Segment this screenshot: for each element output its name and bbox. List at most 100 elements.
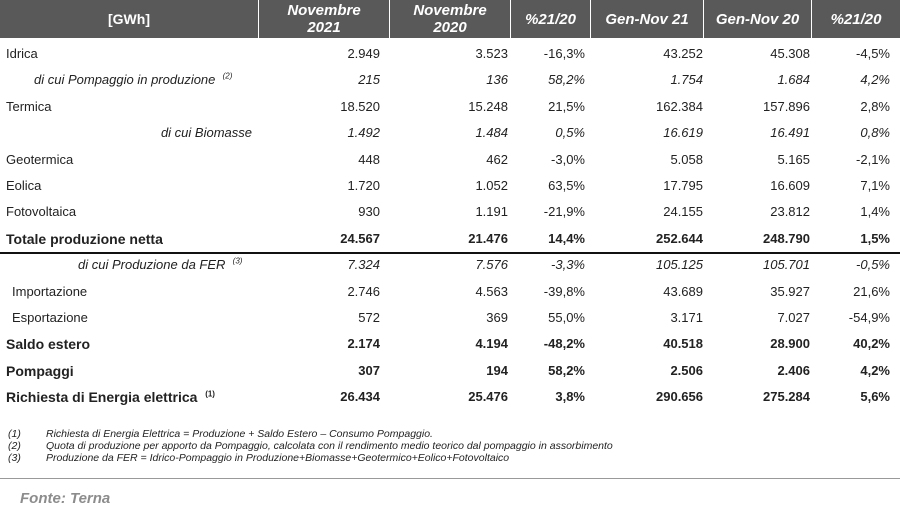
row-label-text: di cui Pompaggio in produzione [34, 72, 216, 88]
cell-pct2: 2,8% [860, 98, 890, 114]
cell-pct1: 58,2% [548, 72, 585, 88]
cell-nov21: 7.324 [347, 257, 380, 273]
table-row: Fotovoltaica 930 1.191 -21,9% 24.155 23.812 1,… [0, 199, 900, 225]
table-row: Pompaggi 307 194 58,2% 2.506 2.406 4,2% [0, 358, 900, 384]
table-row: Eolica 1.720 1.052 63,5% 17.795 16.609 7,1% [0, 173, 900, 199]
header-divider [510, 0, 511, 38]
cell-nov21: 930 [358, 204, 380, 220]
footnote-ref: (2) [222, 72, 233, 82]
cell-gen20: 275.284 [763, 389, 810, 405]
divider [0, 478, 900, 479]
row-label-text: Geotermica [6, 151, 74, 167]
cell-gen21: 105.125 [656, 257, 703, 273]
cell-gen21: 3.171 [670, 310, 703, 325]
footnote-number: (3) [8, 452, 21, 464]
cell-nov21: 448 [358, 151, 380, 167]
footnote-text: Produzione da FER = Idrico-Pompaggio in … [46, 452, 510, 464]
footnote: (1) Richiesta di Energia Elettrica = Pro… [8, 428, 888, 440]
cell-pct1: -21,9% [543, 204, 585, 220]
cell-nov20: 1.484 [475, 125, 508, 141]
row-label-text: Totale produzione netta [6, 230, 163, 247]
footnote: (3) Produzione da FER = Idrico-Pompaggio… [8, 452, 888, 464]
row-label: Idrica [6, 41, 38, 67]
cell-gen20: 248.790 [763, 230, 810, 246]
cell-gen20: 16.491 [770, 125, 810, 141]
cell-gen21: 2.506 [670, 362, 703, 378]
cell-nov20: 15.248 [468, 98, 508, 114]
row-label: di cui Pompaggio in produzione (2) [34, 67, 232, 93]
header-divider [811, 0, 812, 38]
cell-gen21: 43.689 [663, 283, 703, 299]
table-row: di cui Biomasse 1.492 1.484 0,5% 16.619 16.49… [0, 120, 900, 146]
header-nov20-month: Novembre [413, 2, 487, 19]
cell-nov21: 215 [358, 72, 380, 88]
footnotes: (1) Richiesta di Energia Elettrica = Pro… [8, 428, 888, 464]
header-divider [258, 0, 259, 38]
footnote: (2) Quota di produzione per apporto da P… [8, 440, 888, 452]
cell-nov21: 2.949 [347, 46, 380, 61]
header-gen21: Gen-Nov 21 [605, 10, 689, 28]
row-label: Eolica [6, 173, 41, 199]
table-row: Richiesta di Energia elettrica (1) 26.434… [0, 384, 900, 410]
cell-pct2: 21,6% [853, 283, 890, 299]
cell-gen20: 157.896 [763, 98, 810, 114]
cell-nov20: 136 [486, 72, 508, 88]
cell-pct2: -2,1% [856, 151, 890, 167]
cell-gen21: 43.252 [663, 46, 703, 61]
row-label: Fotovoltaica [6, 199, 76, 225]
cell-pct1: 63,5% [548, 178, 585, 193]
cell-pct2: 40,2% [853, 336, 890, 352]
cell-gen21: 24.155 [663, 204, 703, 220]
cell-nov21: 18.520 [340, 98, 380, 114]
table-row: Importazione 2.746 4.563 -39,8% 43.689 35.927… [0, 279, 900, 305]
cell-nov21: 2.746 [347, 283, 380, 299]
cell-pct2: -4,5% [856, 46, 890, 61]
cell-gen21: 162.384 [656, 98, 703, 114]
footnote-number: (1) [8, 428, 21, 440]
header-divider [703, 0, 704, 38]
cell-nov21: 26.434 [340, 389, 380, 405]
cell-pct1: 3,8% [555, 389, 585, 405]
footnote-ref: (3) [232, 256, 243, 266]
footnote-text: Quota di produzione per apporto da Pompa… [46, 440, 613, 452]
cell-nov21: 1.492 [347, 125, 380, 141]
row-label: Esportazione [12, 305, 88, 331]
cell-nov20: 21.476 [468, 230, 508, 246]
cell-nov20: 462 [486, 151, 508, 167]
row-label-text: Importazione [12, 283, 88, 299]
cell-gen20: 45.308 [770, 46, 810, 61]
cell-nov21: 1.720 [347, 178, 380, 193]
row-label-text: Fotovoltaica [6, 204, 77, 220]
row-label-text: di cui Biomasse [160, 125, 252, 141]
cell-pct1: -3,3% [551, 257, 585, 273]
cell-nov20: 1.191 [475, 204, 508, 220]
row-label: Termica [6, 94, 52, 120]
row-label-text: Eolica [6, 178, 42, 193]
cell-pct1: -48,2% [543, 336, 585, 352]
row-label-text: Esportazione [12, 310, 88, 325]
header-divider [590, 0, 591, 38]
cell-pct2: 1,4% [860, 204, 890, 220]
cell-gen21: 252.644 [656, 230, 703, 246]
row-label: di cui Biomasse [6, 120, 252, 146]
cell-gen20: 2.406 [777, 362, 810, 378]
row-label: Importazione [12, 279, 87, 305]
cell-nov21: 2.174 [347, 336, 380, 352]
row-label-text: Pompaggi [6, 362, 74, 379]
cell-pct1: 58,2% [548, 362, 585, 378]
footnote-text: Richiesta di Energia Elettrica = Produzi… [46, 428, 433, 440]
row-label: Geotermica [6, 147, 73, 173]
cell-nov21: 24.567 [340, 230, 380, 246]
table-row: Totale produzione netta 24.567 21.476 14,4%… [0, 226, 900, 254]
cell-pct1: 21,5% [548, 98, 585, 114]
cell-nov20: 25.476 [468, 389, 508, 405]
cell-pct1: 14,4% [548, 230, 585, 246]
cell-gen21: 290.656 [656, 389, 703, 405]
cell-gen20: 35.927 [770, 283, 810, 299]
cell-pct1: -16,3% [543, 46, 585, 61]
cell-nov20: 369 [486, 310, 508, 325]
cell-gen20: 23.812 [770, 204, 810, 220]
header-gen20: Gen-Nov 20 [715, 10, 800, 28]
cell-pct2: 1,5% [860, 230, 890, 246]
header-unit: [GWh] [108, 10, 150, 27]
